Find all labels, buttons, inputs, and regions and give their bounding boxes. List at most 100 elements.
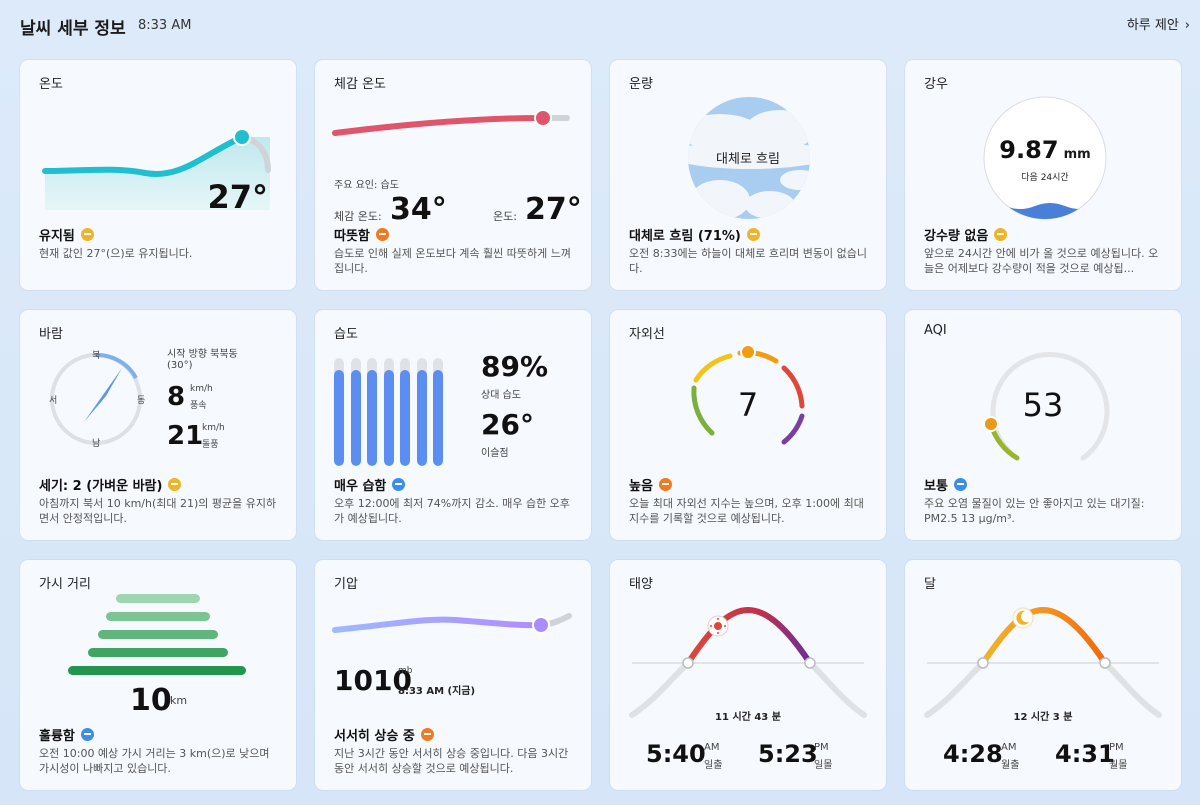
- moon-icon: [1016, 610, 1029, 625]
- temperature-marker: [233, 128, 251, 146]
- moon-card[interactable]: 달 12 시간 3 분 4:28 AM 월출 4:31 PM 월몰: [905, 560, 1181, 790]
- rain-gauge: [983, 96, 1107, 220]
- feels-like-desc: 습도로 인해 실제 온도보다 계속 훨씬 따뜻하게 느껴집니다.: [334, 247, 571, 275]
- visibility-graphic: [68, 594, 246, 675]
- aqi-status: 보통: [924, 475, 967, 494]
- sun-icon: [714, 622, 722, 630]
- humidity-bar: [416, 358, 427, 466]
- pressure-desc: 지난 3시간 동안 서서히 상승 중입니다. 다음 3시간 동안 서서히 상승할…: [334, 747, 569, 775]
- wind-compass: [50, 352, 142, 445]
- aqi-desc: 주요 오염 물질이 있는 안 좋아지고 있는 대기질: PM2.5 13 μg/…: [924, 497, 1145, 525]
- page-title: 날씨 세부 정보: [20, 19, 126, 39]
- feels-like-value: 34°: [390, 192, 447, 227]
- moon-title: 달: [924, 577, 936, 592]
- humidity-bar-fill: [350, 369, 361, 466]
- wind-card[interactable]: 바람 북 남 동 서 시작 방향 북북동 (30°) 8 km/h 풍속 21 …: [20, 310, 296, 540]
- humidity-bar-fill: [367, 369, 377, 466]
- sunset-ampm: PM: [814, 742, 829, 753]
- moonrise-time: 4:28: [943, 740, 1003, 768]
- moon-duration: 12 시간 3 분: [1013, 712, 1073, 723]
- aqi-title: AQI: [924, 323, 947, 338]
- temperature-value: 27°: [207, 178, 268, 216]
- trend-steady-icon: [994, 228, 1008, 241]
- temperature-status: 유지됨: [39, 225, 94, 244]
- feels-like-status: 따뜻함: [334, 225, 389, 244]
- uv-card[interactable]: 자외선 7 높음 오늘 최대 자외선 지수는 높으며, 오후 1:00에 최대 …: [610, 310, 886, 540]
- feels-like-title: 체감 온도: [334, 77, 386, 92]
- trend-steady-icon: [746, 228, 760, 241]
- pressure-status: 서서히 상승 중: [334, 725, 434, 744]
- actual-temp-label: 온도:: [493, 210, 517, 223]
- sun-duration: 11 시간 43 분: [715, 712, 781, 723]
- cloud-center-label: 대체로 흐림: [716, 152, 780, 167]
- humidity-bar: [334, 358, 344, 466]
- temperature-card[interactable]: 온도 27° 유지됨 현재 값인 27°(으)로 유지됩니다.: [20, 60, 296, 290]
- wind-desc: 아침까지 북서 10 km/h(최대 21)의 평균을 유지하면서 안정적입니다…: [39, 497, 277, 525]
- temperature-graph: [42, 128, 271, 210]
- moonrise-ampm: AM: [1001, 742, 1017, 753]
- cloud-desc: 오전 8:33에는 하늘이 대체로 흐리며 변동이 없습니다.: [629, 247, 867, 275]
- wind-direction: 시작 방향 북북동: [167, 349, 238, 360]
- trend-down-icon: [953, 478, 967, 491]
- moonset-time: 4:31: [1055, 740, 1115, 768]
- pressure-title: 기압: [334, 577, 358, 592]
- uv-desc: 오늘 최대 자외선 지수는 높으며, 오후 1:00에 최대 지수를 기록할 것…: [629, 497, 864, 525]
- temperature-desc: 현재 값인 27°(으)로 유지됩니다.: [39, 247, 193, 260]
- visibility-desc: 오전 10:00 예상 가시 거리는 3 km(으)로 낮으며 가시성이 나빠지…: [39, 747, 270, 775]
- sun-arc-graph: [629, 606, 867, 718]
- header-time: 8:33 AM: [138, 18, 192, 33]
- trend-down-icon: [80, 728, 94, 741]
- uv-value: 7: [737, 386, 759, 424]
- humidity-bar-fill: [433, 369, 443, 466]
- cloud-cover-title: 운량: [629, 77, 653, 92]
- aqi-value: 53: [1022, 386, 1064, 424]
- cloud-cover-card[interactable]: 운량 대체로 흐림 대체로 흐림 (71%) 오전 8:33에는 하늘이 대체로…: [610, 60, 886, 290]
- aqi-gauge: [983, 352, 1110, 461]
- pressure-unit: mb: [398, 666, 413, 676]
- pressure-card[interactable]: 기압 1010 mb 8:33 AM (지금) 서서히 상승 중 지난 3시간 …: [315, 560, 591, 790]
- rain-status: 강수량 없음: [924, 225, 1008, 244]
- feels-like-card[interactable]: 체감 온도 주요 요인: 습도 체감 온도: 34° 온도: 27° 따뜻함 습…: [315, 60, 591, 290]
- actual-temp-value: 27°: [525, 192, 582, 227]
- temperature-title: 온도: [39, 77, 63, 92]
- humidity-bar: [383, 358, 394, 466]
- uv-title: 자외선: [629, 327, 665, 342]
- trend-steady-icon: [168, 478, 182, 491]
- rain-desc: 앞으로 24시간 안에 비가 올 것으로 예상됩니다. 오늘은 어제보다 강수량…: [924, 247, 1159, 275]
- dew-point-value: 26°: [481, 408, 534, 441]
- rain-card[interactable]: 강우 9.87 mm 다음 24시간 강수량 없음 앞으로 24시간 안에 비가…: [905, 60, 1181, 290]
- wind-title: 바람: [39, 327, 63, 342]
- humidity-bar-fill: [383, 369, 394, 466]
- wind-gust: 21: [167, 421, 204, 451]
- humidity-title: 습도: [334, 327, 358, 342]
- cloud-illustration: [688, 97, 810, 219]
- humidity-card[interactable]: 습도 89% 상대 습도 26° 이슬점 매우 습함 오후 12:00에 최저 …: [315, 310, 591, 540]
- humidity-bar: [433, 358, 443, 466]
- uv-status: 높음: [629, 475, 672, 494]
- sun-card[interactable]: 태양 11 시간 43 분 5:40 AM 일출 5:23 PM 일몰: [610, 560, 886, 790]
- compass-north: 북: [92, 351, 101, 361]
- trend-up-icon: [375, 228, 389, 241]
- wind-gust-label: 돌풍: [202, 440, 219, 450]
- aqi-card[interactable]: AQI 53 보통 주요 오염 물질이 있는 안 좋아지고 있는 대기질: PM…: [905, 310, 1181, 540]
- daily-suggestion-link[interactable]: 하루 제안 ›: [1127, 14, 1190, 33]
- visibility-card[interactable]: 가시 거리 10 km 훌륭함 오전 10:00 예상 가시 거리는 3 km(…: [20, 560, 296, 790]
- visibility-title: 가시 거리: [39, 577, 91, 592]
- trend-up-icon: [420, 728, 434, 741]
- header: 날씨 세부 정보 8:33 AM 하루 제안 ›: [20, 14, 1190, 40]
- humidity-bar-fill: [334, 369, 344, 466]
- moonset-label: 월몰: [1109, 760, 1128, 771]
- feels-like-marker: [534, 109, 552, 127]
- feels-like-factor: 주요 요인: 습도: [334, 180, 399, 191]
- sunset-time: 5:23: [758, 740, 818, 768]
- pressure-value: 1010: [334, 664, 412, 697]
- wind-speed-label: 풍속: [190, 401, 207, 411]
- compass-west: 서: [49, 396, 58, 406]
- sunrise-time: 5:40: [646, 740, 706, 768]
- rain-amount: 9.87 mm: [999, 136, 1091, 164]
- wind-speed-unit: km/h: [190, 384, 213, 394]
- humidity-bar: [350, 358, 361, 466]
- humidity-value: 89%: [481, 350, 549, 383]
- moon-arc-graph: [924, 606, 1162, 718]
- daily-suggestion-label: 하루 제안: [1126, 18, 1179, 33]
